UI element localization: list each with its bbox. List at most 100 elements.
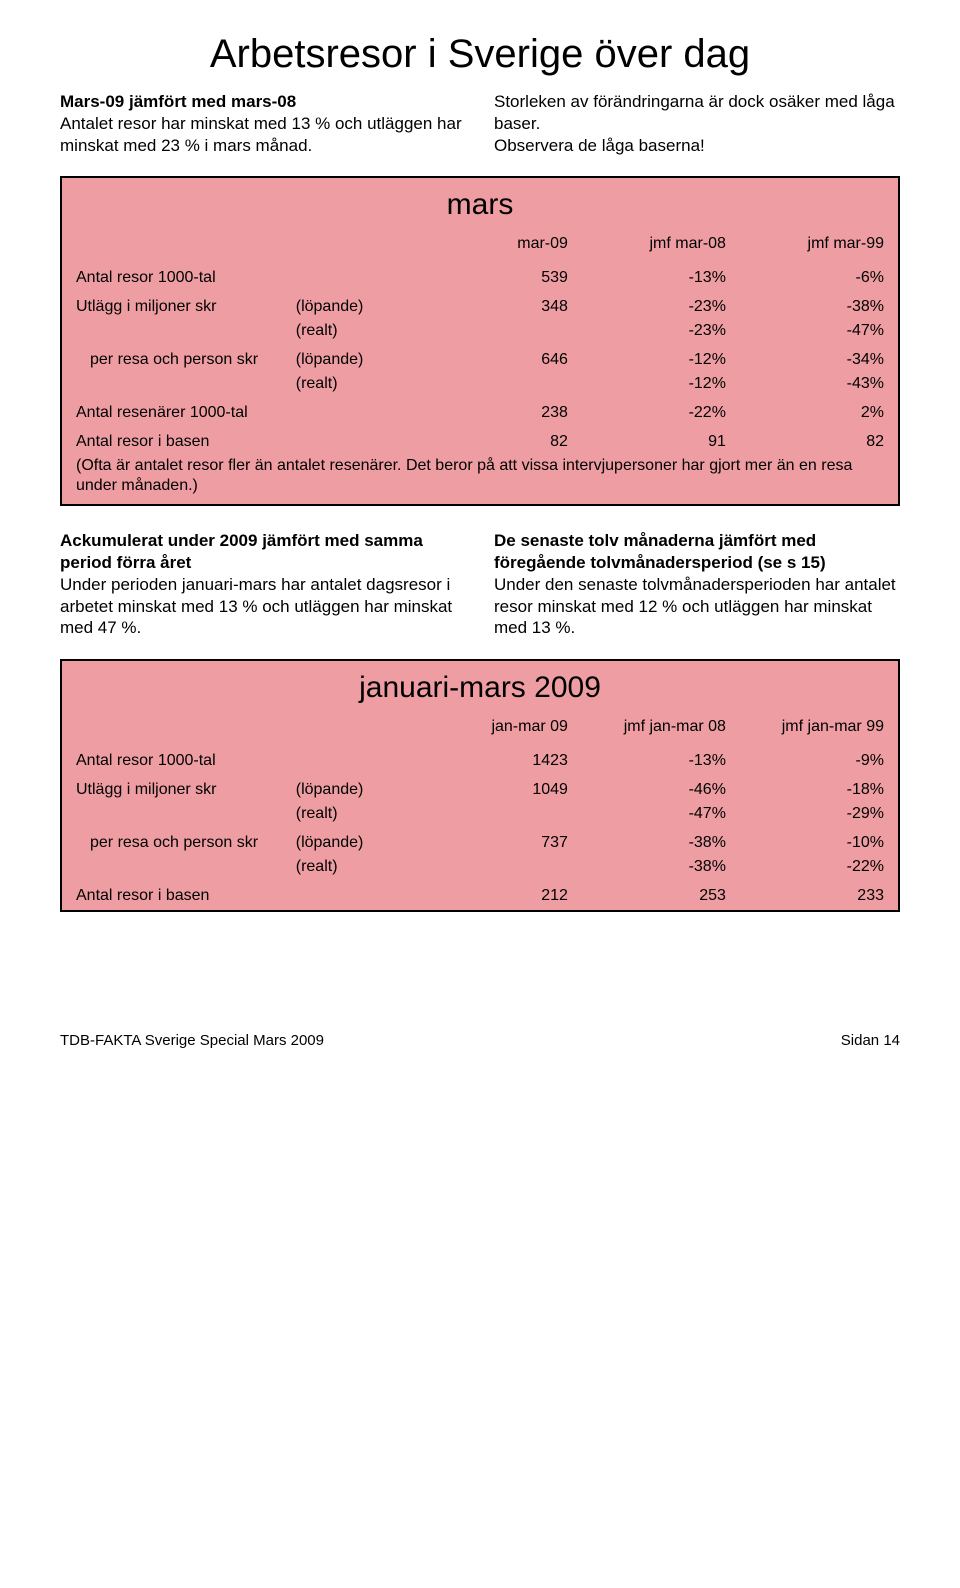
- cell: (realt): [294, 319, 418, 343]
- cell: -38%: [576, 855, 734, 879]
- cell: 238: [418, 396, 576, 425]
- intro-right-b: Observera de låga baserna!: [494, 136, 705, 155]
- cell: 212: [418, 879, 576, 908]
- cell: 1049: [418, 773, 576, 802]
- th: mar-09: [418, 232, 576, 261]
- cell: -6%: [734, 261, 892, 290]
- cell: -23%: [576, 319, 734, 343]
- cell: 2%: [734, 396, 892, 425]
- table-row: Utlägg i miljoner skr(löpande)348-23%-38…: [68, 290, 892, 319]
- table-janmar: januari-mars 2009 jan-mar 09 jmf jan-mar…: [60, 659, 900, 912]
- th: jmf jan-mar 08: [576, 715, 734, 744]
- th: [294, 715, 418, 744]
- table-row: (realt) -47%-29%: [68, 802, 892, 826]
- table-row: Antal resor i basen 212253233: [68, 879, 892, 908]
- cell: -38%: [576, 826, 734, 855]
- table-row: Antal resor i basen 829182: [68, 425, 892, 454]
- cell: (löpande): [294, 343, 418, 372]
- mid-right: De senaste tolv månaderna jämfört med fö…: [494, 530, 900, 639]
- cell: -12%: [576, 343, 734, 372]
- cell: Antal resor i basen: [68, 879, 294, 908]
- table-header-row: jan-mar 09 jmf jan-mar 08 jmf jan-mar 99: [68, 715, 892, 744]
- intro-left: Mars-09 jämfört med mars-08 Antalet reso…: [60, 91, 466, 156]
- cell: 82: [418, 425, 576, 454]
- cell: (löpande): [294, 826, 418, 855]
- footer-left: TDB-FAKTA Sverige Special Mars 2009: [60, 1032, 324, 1049]
- table-header-row: mar-09 jmf mar-08 jmf mar-99: [68, 232, 892, 261]
- cell: Utlägg i miljoner skr: [68, 773, 294, 802]
- cell: -12%: [576, 372, 734, 396]
- table-row: (realt) -12%-43%: [68, 372, 892, 396]
- mid-right-body: Under den senaste tolvmånadersperioden h…: [494, 575, 896, 638]
- table-mars-title: mars: [68, 188, 892, 222]
- cell: per resa och person skr: [68, 826, 294, 855]
- cell: Antal resenärer 1000-tal: [68, 396, 294, 425]
- cell: [418, 802, 576, 826]
- page-footer: TDB-FAKTA Sverige Special Mars 2009 Sida…: [60, 1032, 900, 1049]
- intro-left-body: Antalet resor har minskat med 13 % och u…: [60, 114, 462, 155]
- cell: 91: [576, 425, 734, 454]
- table-row: Antal resor 1000-tal539-13%-6%: [68, 261, 892, 290]
- cell: [294, 744, 418, 773]
- cell: -43%: [734, 372, 892, 396]
- cell: 348: [418, 290, 576, 319]
- mid-left: Ackumulerat under 2009 jämfört med samma…: [60, 530, 466, 639]
- cell: [68, 802, 294, 826]
- cell: 253: [576, 879, 734, 908]
- table-row: per resa och person skr(löpande)646-12%-…: [68, 343, 892, 372]
- cell: [294, 879, 418, 908]
- cell: -29%: [734, 802, 892, 826]
- intro-right: Storleken av förändringarna är dock osäk…: [494, 91, 900, 156]
- th: jmf mar-99: [734, 232, 892, 261]
- cell: [294, 261, 418, 290]
- cell: -22%: [576, 396, 734, 425]
- th: jmf jan-mar 99: [734, 715, 892, 744]
- cell: [68, 855, 294, 879]
- mid-left-body: Under perioden januari-mars har antalet …: [60, 575, 452, 638]
- cell: Utlägg i miljoner skr: [68, 290, 294, 319]
- intro-columns: Mars-09 jämfört med mars-08 Antalet reso…: [60, 91, 900, 156]
- cell: [418, 855, 576, 879]
- table-row: Antal resor 1000-tal1423-13%-9%: [68, 744, 892, 773]
- mid-right-lead: De senaste tolv månaderna jämfört med fö…: [494, 531, 826, 572]
- cell: (realt): [294, 372, 418, 396]
- cell: -47%: [576, 802, 734, 826]
- th: jan-mar 09: [418, 715, 576, 744]
- cell: [418, 319, 576, 343]
- mid-left-lead: Ackumulerat under 2009 jämfört med samma…: [60, 531, 423, 572]
- cell: -18%: [734, 773, 892, 802]
- cell: -38%: [734, 290, 892, 319]
- footer-right: Sidan 14: [841, 1032, 900, 1049]
- intro-left-lead: Mars-09 jämfört med mars-08: [60, 92, 296, 111]
- cell: [294, 396, 418, 425]
- cell: (löpande): [294, 290, 418, 319]
- cell: Antal resor 1000-tal: [68, 261, 294, 290]
- cell: -10%: [734, 826, 892, 855]
- cell: 539: [418, 261, 576, 290]
- cell: (löpande): [294, 773, 418, 802]
- cell: -13%: [576, 744, 734, 773]
- table-mars-footnote: (Ofta är antalet resor fler än antalet r…: [68, 454, 892, 502]
- cell: [68, 319, 294, 343]
- cell: [68, 372, 294, 396]
- th: [68, 715, 294, 744]
- table-row: (realt) -38%-22%: [68, 855, 892, 879]
- cell: -22%: [734, 855, 892, 879]
- cell: -47%: [734, 319, 892, 343]
- table-row: per resa och person skr(löpande)737-38%-…: [68, 826, 892, 855]
- cell: -9%: [734, 744, 892, 773]
- th: jmf mar-08: [576, 232, 734, 261]
- page-title: Arbetsresor i Sverige över dag: [60, 32, 900, 77]
- th: [294, 232, 418, 261]
- table-mars-grid: mar-09 jmf mar-08 jmf mar-99 Antal resor…: [68, 232, 892, 454]
- cell: -34%: [734, 343, 892, 372]
- cell: (realt): [294, 802, 418, 826]
- cell: 82: [734, 425, 892, 454]
- table-row: (realt) -23%-47%: [68, 319, 892, 343]
- cell: Antal resor 1000-tal: [68, 744, 294, 773]
- cell: 233: [734, 879, 892, 908]
- cell: (realt): [294, 855, 418, 879]
- table-janmar-grid: jan-mar 09 jmf jan-mar 08 jmf jan-mar 99…: [68, 715, 892, 908]
- th: [68, 232, 294, 261]
- cell: Antal resor i basen: [68, 425, 294, 454]
